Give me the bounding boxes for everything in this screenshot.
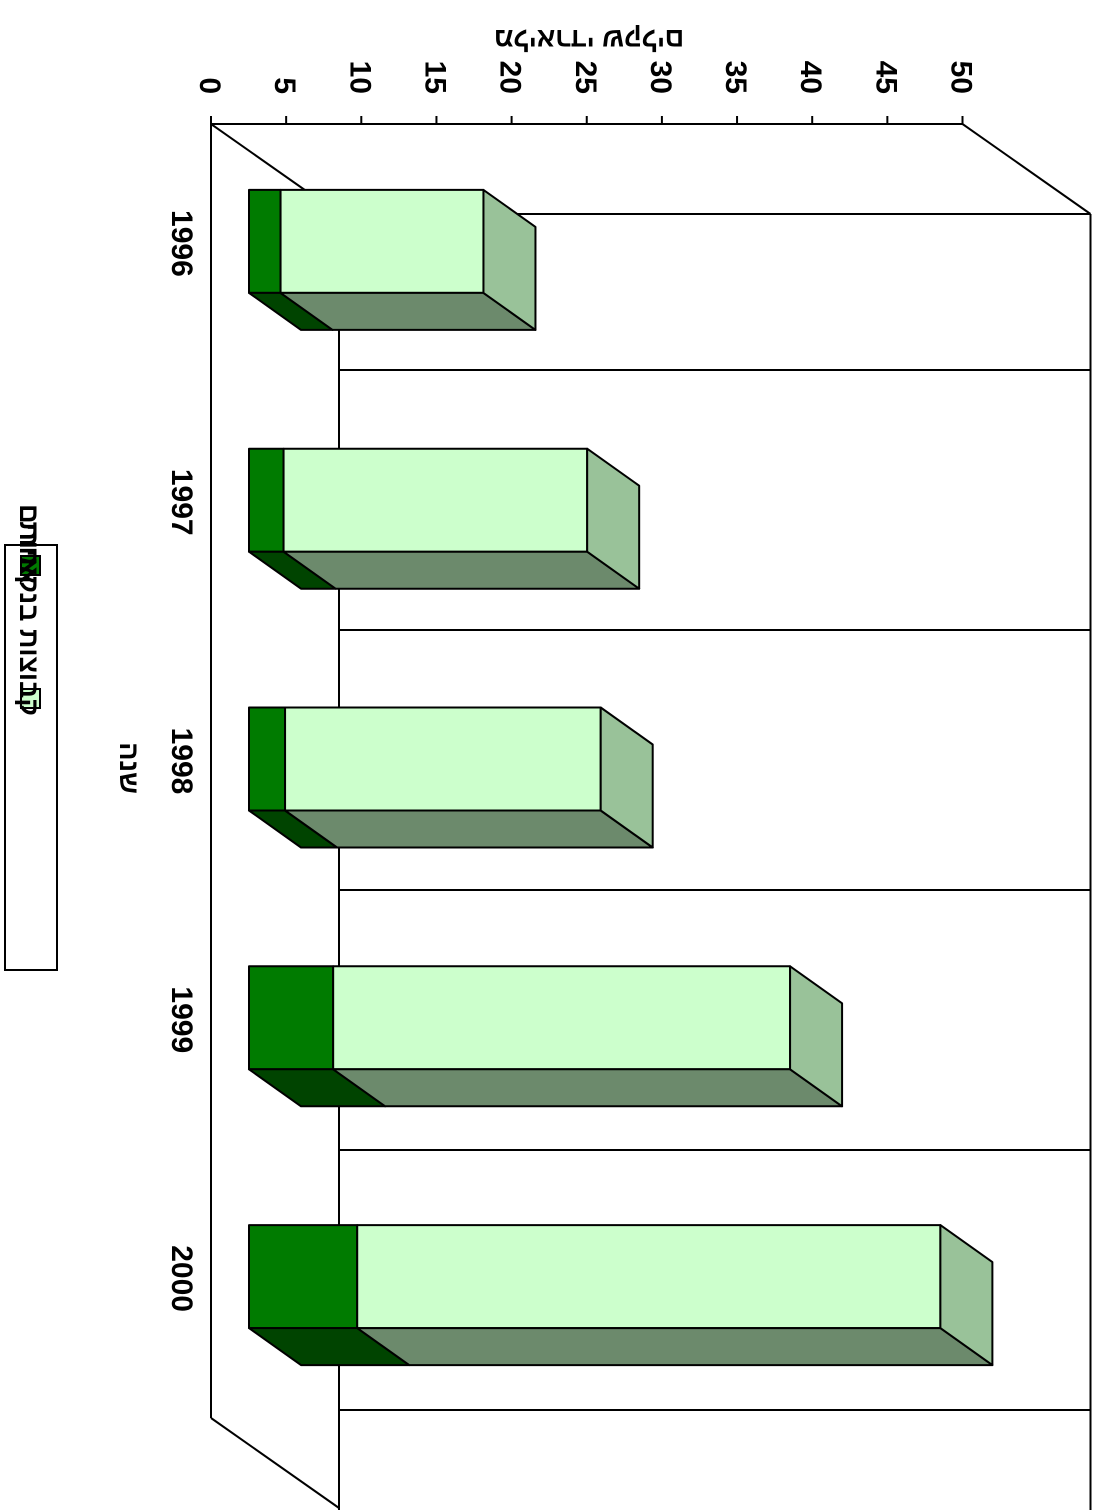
tick-label: 30	[644, 61, 677, 94]
bar-end-face	[939, 1224, 994, 1367]
bar-segment	[248, 447, 285, 553]
tick-label: 5	[268, 77, 301, 94]
category-label: 1999	[165, 986, 198, 1053]
legend: אחרים קבוצות בנקאיות	[4, 504, 58, 971]
bar-end-face	[482, 188, 537, 331]
frame-edge	[961, 123, 1092, 215]
bars	[248, 188, 994, 1367]
bar-segment	[248, 706, 287, 812]
bar-segment	[279, 188, 485, 294]
category-label: 1996	[165, 210, 198, 277]
tick-label: 45	[869, 61, 902, 94]
tick-label: 15	[418, 61, 451, 94]
gridlines	[339, 369, 1091, 1411]
bar-segment	[332, 965, 792, 1071]
legend-swatch-others	[20, 555, 41, 576]
legend-swatch-banking-groups	[20, 688, 41, 709]
legend-label-others: אחרים	[14, 504, 44, 584]
tick-label: 0	[193, 77, 226, 94]
bar-end-face	[789, 965, 844, 1108]
bar-depth-face	[284, 809, 654, 849]
bar-segment	[284, 706, 602, 812]
tick-label: 35	[719, 61, 752, 94]
category-label: 1998	[165, 728, 198, 795]
bar-end-face	[599, 706, 654, 849]
frame-edge	[210, 1417, 340, 1509]
tick-label: 40	[794, 61, 827, 94]
tick-label: 25	[569, 61, 602, 94]
bar-segment	[248, 1224, 359, 1330]
bar-segment	[356, 1224, 942, 1330]
tick-label: 10	[343, 61, 376, 94]
bar-depth-face	[282, 550, 641, 590]
category-label: 1997	[165, 469, 198, 536]
bar-depth-face	[332, 1068, 844, 1108]
tick-label: 20	[494, 61, 527, 94]
tick-label: 50	[945, 61, 978, 94]
bar-depth-face	[356, 1327, 994, 1367]
legend-box	[4, 544, 58, 971]
category-axis-title: שנה	[114, 742, 144, 794]
bar-segment	[248, 188, 282, 294]
bar-segment	[248, 965, 335, 1071]
bar-end-face	[586, 447, 641, 590]
value-axis-title: מליארדי שקלים	[494, 24, 684, 54]
bar-segment	[282, 447, 589, 553]
category-label: 2000	[165, 1245, 198, 1312]
value-axis-ticks: 0 5 10 15 20 25 30 35 40 45 50	[193, 61, 978, 124]
category-axis-labels: 1996 1997 1998 1999 2000	[165, 210, 198, 1312]
legend-label-banking-groups: קבוצות בנקאיות	[14, 521, 44, 716]
